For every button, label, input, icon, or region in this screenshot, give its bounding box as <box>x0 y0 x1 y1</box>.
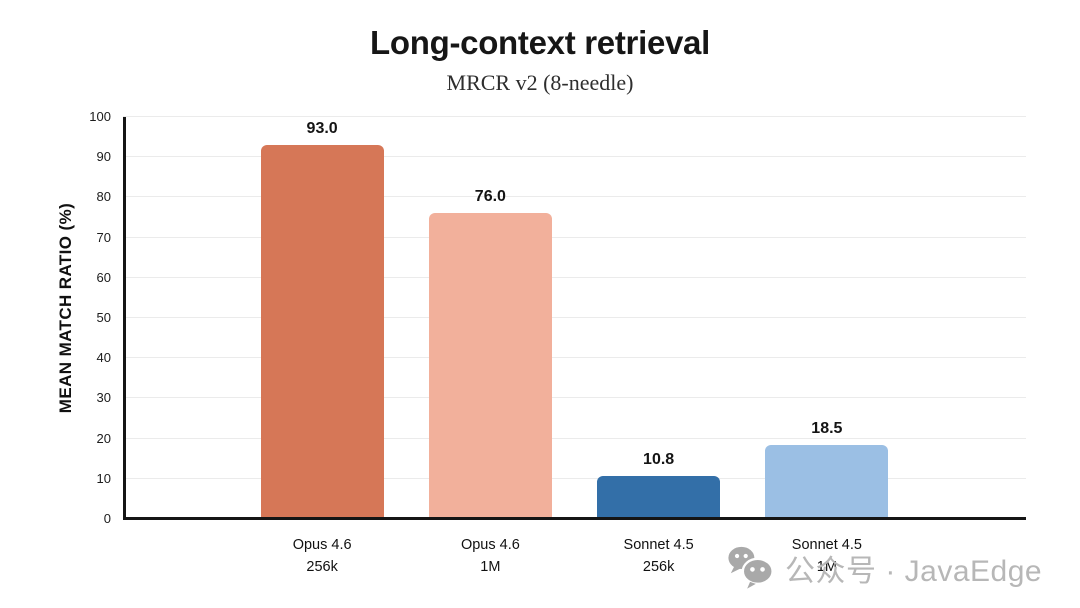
plot-area: 0 10 20 30 40 50 60 70 80 90 100 93.0 76.0 10.8 18.5 <box>89 109 1026 526</box>
bar <box>428 213 552 519</box>
gridline <box>123 357 1026 359</box>
y-tick-label: 70 <box>96 229 111 245</box>
gridline <box>123 156 1026 158</box>
x-tick-label: Sonnet 4.5 1M <box>742 534 912 578</box>
x-tick-label-line2: 1M <box>816 559 837 575</box>
gridline <box>123 317 1026 318</box>
bar <box>260 145 384 519</box>
y-tick-label: 90 <box>96 149 111 165</box>
bar <box>765 444 889 519</box>
y-tick-label: 10 <box>96 470 111 486</box>
y-tick-label: 50 <box>96 310 111 325</box>
x-tick-label: Opus 4.6 256k <box>237 534 407 578</box>
gridline <box>123 116 1026 117</box>
bar-value-label: 93.0 <box>306 120 338 138</box>
gridline <box>123 236 1026 238</box>
y-tick-label: 30 <box>96 390 111 406</box>
gridline <box>123 196 1026 198</box>
gridline <box>123 437 1026 439</box>
chart-subtitle: MRCR v2 (8-needle) <box>446 70 634 95</box>
y-tick-label: 40 <box>96 350 111 366</box>
bar-value-label: 76.0 <box>474 188 506 206</box>
x-tick-label-line1: Opus 4.6 <box>292 537 352 553</box>
x-tick-label: Opus 4.6 1M <box>405 534 575 578</box>
y-tick-label: 20 <box>96 430 111 446</box>
x-tick-label-line2: 256k <box>306 559 338 575</box>
x-tick-label-line2: 256k <box>642 559 675 575</box>
y-tick-label: 80 <box>96 189 111 205</box>
bar <box>597 475 721 519</box>
x-tick-label-line1: Sonnet 4.5 <box>623 537 694 553</box>
bar-value-label: 10.8 <box>643 450 675 468</box>
x-tick-label-line2: 1M <box>480 559 501 575</box>
y-tick-label: 0 <box>103 511 111 526</box>
gridline <box>123 397 1026 399</box>
bar-value-label: 18.5 <box>811 419 843 437</box>
y-axis-line <box>123 117 126 519</box>
x-tick-label: Sonnet 4.5 256k <box>574 534 744 578</box>
x-tick-label-line1: Opus 4.6 <box>460 537 520 553</box>
chart-title: Long-context retrieval <box>370 24 710 61</box>
x-tick-label-line1: Sonnet 4.5 <box>791 537 862 553</box>
x-axis-line <box>123 517 1026 520</box>
gridline <box>123 477 1026 479</box>
y-tick-label: 100 <box>89 109 111 124</box>
gridline <box>123 276 1026 278</box>
y-tick-label: 60 <box>96 269 111 285</box>
